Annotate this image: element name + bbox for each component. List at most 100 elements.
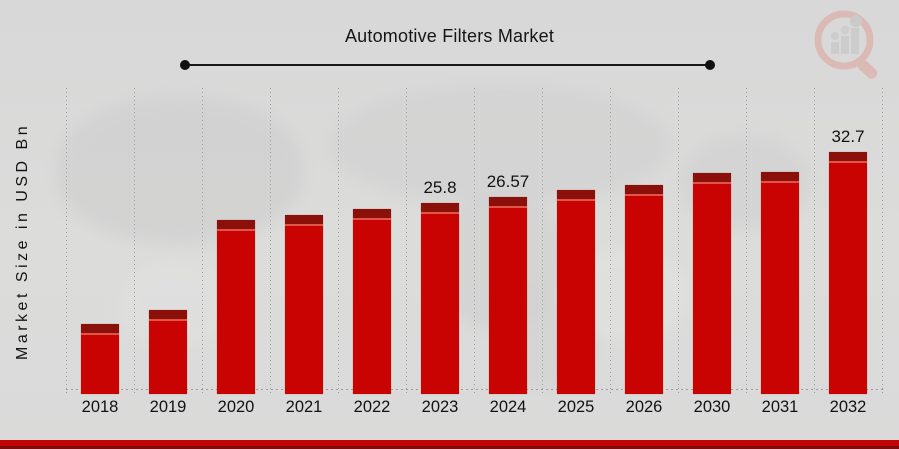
logo-bar [851,28,859,54]
bar-body [625,196,663,394]
bar-column-2021 [270,215,338,394]
title-underline-right-dot [705,60,715,70]
bar-column-2025 [542,190,610,394]
bar-cap [81,324,119,333]
x-tick-label-2019: 2019 [149,398,187,416]
bar-column-2023: 25.8 [406,178,474,394]
bar-2018 [81,324,119,394]
footer-accent-band-dark [0,446,899,449]
logo-dot [850,15,862,27]
x-tick-label-2018: 2018 [81,398,119,416]
bar-body [693,184,731,394]
bar-body [421,214,459,394]
bar-body [149,321,187,394]
bar-cap [421,203,459,212]
magnifier-chart-logo [814,10,878,79]
bar-cap [149,310,187,319]
bar-highlight [557,199,595,201]
bar-cap [489,197,527,206]
bar-2025 [557,190,595,394]
plot-area: 25.8 26.57 32.7 [66,88,883,394]
bar-highlight [693,182,731,184]
gridline [678,88,679,394]
bar-cap [625,185,663,194]
x-tick-label-2026: 2026 [625,398,663,416]
bar-2026 [625,185,663,394]
bar-highlight [353,218,391,220]
bar-2023 [421,203,459,394]
map-blob [55,95,305,245]
bar-highlight [489,206,527,208]
bar-highlight [761,181,799,183]
gridline [474,88,475,394]
gridline [338,88,339,394]
map-blob [330,85,670,205]
bar-2021 [285,215,323,394]
x-tick-label-2032: 2032 [829,398,867,416]
bar-body [761,183,799,394]
logo-dot [840,25,850,35]
bar-column-2031 [746,172,814,394]
bar-cap [693,173,731,182]
bar-highlight [81,333,119,335]
bar-2020 [217,220,255,394]
bar-cap [353,209,391,218]
bar-cap [285,215,323,224]
bar-value-label: 25.8 [423,178,457,197]
bar-2019 [149,310,187,394]
bar-highlight [625,194,663,196]
bar-body [489,208,527,394]
footer-accent-band [0,440,899,446]
bar-cap [557,190,595,199]
x-tick-label-2021: 2021 [285,398,323,416]
bar-body [217,231,255,394]
logo-dot [831,32,839,40]
bar-highlight [149,319,187,321]
bar-body [353,220,391,394]
title-underline [185,64,710,66]
bar-column-2022 [338,209,406,394]
bar-column-2026 [610,185,678,394]
gridline [202,88,203,394]
x-tick-label-2031: 2031 [761,398,799,416]
gridline [882,88,883,394]
bar-column-2030 [678,173,746,394]
bar-body [81,335,119,394]
bar-value-label: 26.57 [486,172,530,191]
bar-highlight [829,161,867,163]
x-tick-label-2022: 2022 [353,398,391,416]
bar-value-label: 32.7 [831,127,865,146]
logo-bar [831,42,839,54]
bar-2030 [693,173,731,394]
title-underline-left-dot [180,60,190,70]
bar-highlight [285,224,323,226]
bar-column-2020 [202,220,270,394]
bar-column-2032: 32.7 [814,127,882,394]
gridline [134,88,135,394]
x-tick-label-2025: 2025 [557,398,595,416]
y-axis-label: Market Size in USD Bn [14,122,31,360]
bar-body [285,226,323,394]
bar-cap [761,172,799,181]
bar-cap [829,152,867,161]
gridline [610,88,611,394]
bar-highlight [421,212,459,214]
bar-2032 [829,152,867,394]
bar-column-2018 [66,324,134,394]
gridline [66,88,67,394]
x-tick-label-2023: 2023 [421,398,459,416]
bar-column-2019 [134,310,202,394]
logo-bar [841,36,849,54]
bar-cap [217,220,255,229]
bar-body [829,163,867,394]
x-tick-label-2024: 2024 [489,398,527,416]
bar-2022 [353,209,391,394]
bar-2031 [761,172,799,394]
gridline [542,88,543,394]
x-tick-label-2020: 2020 [217,398,255,416]
bar-highlight [217,229,255,231]
x-tick-label-2030: 2030 [693,398,731,416]
gridline [814,88,815,394]
bar-body [557,201,595,394]
gridline [406,88,407,394]
